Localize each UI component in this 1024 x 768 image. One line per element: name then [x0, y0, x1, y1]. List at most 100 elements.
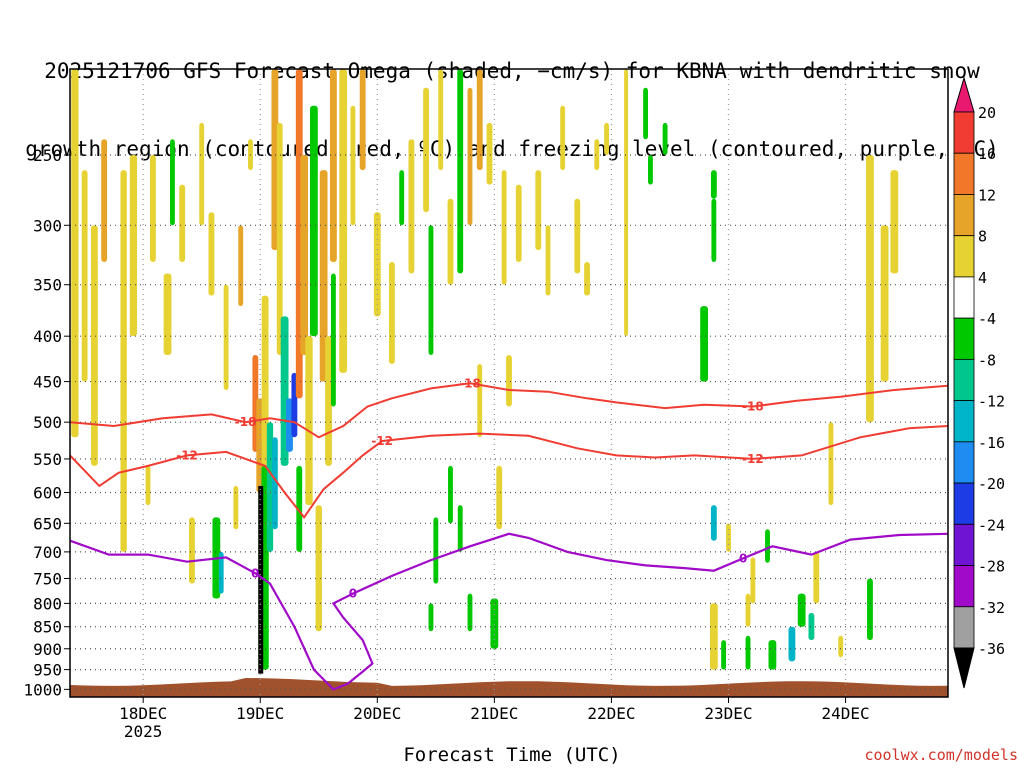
- colorbar: 20 16 12 8 4 -4 -8 -12 -16 -20 -24 -28 -32 -36: [953, 76, 1005, 689]
- omega-cell: [208, 212, 215, 296]
- omega-cell: [828, 422, 834, 506]
- omega-cell: [81, 170, 88, 382]
- omega-cell: [433, 517, 439, 584]
- omega-cell: [408, 139, 415, 274]
- omega-cell: [447, 198, 454, 285]
- colorbar-label: 20: [978, 104, 996, 122]
- dgz-contour-minus12-label: -12: [176, 448, 198, 462]
- omega-cell: [745, 593, 751, 627]
- omega-cell: [574, 198, 581, 274]
- freezing-level-contour-label: 0: [349, 587, 357, 601]
- y-tick-label: 950: [33, 661, 62, 680]
- omega-cell: [467, 87, 473, 226]
- y-tick-label: 400: [33, 327, 62, 346]
- omega-cell: [389, 262, 395, 365]
- omega-cell: [726, 523, 731, 552]
- omega-shading: [71, 69, 899, 674]
- omega-cell: [711, 198, 717, 263]
- omega-cell: [604, 122, 609, 156]
- dgz-contour-minus18-label: -18: [235, 415, 257, 429]
- y-tick-label: 500: [33, 413, 62, 432]
- omega-cell: [428, 225, 434, 355]
- omega-cell: [296, 465, 303, 552]
- x-axis-title: Forecast Time (UTC): [403, 744, 621, 766]
- omega-cell: [467, 593, 473, 632]
- omega-cell: [359, 69, 366, 171]
- omega-cell: [238, 225, 244, 307]
- omega-cell: [867, 578, 873, 641]
- omega-cell: [179, 184, 186, 263]
- omega-cell: [838, 635, 844, 658]
- omega-cell: [305, 336, 313, 506]
- omega-cell: [189, 517, 195, 584]
- colorbar-band: [953, 152, 975, 195]
- omega-cell: [584, 262, 590, 296]
- omega-cell: [223, 284, 229, 391]
- dgz-contour-minus18-label: -18: [459, 376, 481, 390]
- omega-cell: [457, 505, 463, 552]
- omega-cell: [399, 170, 405, 226]
- omega-cell: [866, 155, 874, 423]
- dgz-contour-minus18-label: -18: [742, 399, 764, 413]
- omega-cell: [788, 626, 796, 662]
- omega-cell: [330, 273, 336, 407]
- colorbar-band: [953, 523, 975, 566]
- omega-cell: [329, 69, 337, 263]
- colorbar-label: -24: [978, 516, 1005, 534]
- y-tick-label: 700: [33, 543, 62, 562]
- colorbar-label: -16: [978, 434, 1005, 452]
- omega-cell: [300, 155, 309, 355]
- omega-cell: [515, 184, 522, 263]
- colorbar-band: [953, 194, 975, 237]
- x-tick-sublabel: 2025: [124, 722, 163, 741]
- y-tick-label: 850: [33, 618, 62, 637]
- credit-link[interactable]: coolwx.com/models: [864, 746, 1018, 764]
- omega-cell: [709, 603, 718, 670]
- omega-cell: [90, 225, 98, 466]
- dgz-contour-minus18: [69, 382, 949, 439]
- omega-cell: [163, 273, 172, 355]
- omega-cell: [149, 155, 156, 263]
- colorbar-band: [953, 565, 975, 608]
- x-tick-label: 19DEC: [236, 704, 284, 723]
- y-tick-label: 350: [33, 276, 62, 295]
- omega-cell: [438, 69, 444, 171]
- omega-cell: [169, 139, 175, 226]
- omega-cell: [560, 105, 566, 171]
- colorbar-label: -12: [978, 393, 1005, 411]
- omega-cell: [199, 122, 205, 226]
- omega-cell: [643, 87, 649, 140]
- colorbar-band: [953, 358, 975, 402]
- colorbar-label: 8: [978, 228, 987, 246]
- colorbar-label: -8: [978, 351, 996, 369]
- omega-cell: [271, 437, 278, 530]
- omega-cell: [129, 155, 138, 337]
- omega-cell: [233, 485, 239, 530]
- omega-cell: [501, 170, 507, 285]
- omega-cell: [710, 170, 717, 199]
- omega-cell: [101, 139, 108, 263]
- colorbar-bottom-arrow: [953, 647, 975, 689]
- omega-cell: [662, 122, 668, 156]
- omega-cell: [477, 364, 483, 438]
- omega-cell: [218, 551, 224, 594]
- omega-cell: [325, 336, 332, 466]
- omega-cell: [486, 122, 493, 185]
- omega-cell: [768, 640, 777, 670]
- colorbar-label: 12: [978, 186, 996, 204]
- colorbar-top-arrow: [953, 76, 975, 113]
- x-tick-label: 23DEC: [704, 704, 752, 723]
- omega-cell: [350, 105, 356, 226]
- omega-cell: [476, 69, 483, 171]
- colorbar-band: [953, 400, 975, 443]
- omega-cell: [309, 105, 318, 337]
- omega-cell: [145, 465, 151, 506]
- omega-cell: [813, 551, 820, 604]
- colorbar-band: [953, 235, 975, 278]
- omega-cell: [423, 87, 430, 213]
- omega-cell: [797, 593, 806, 627]
- x-tick-label: 21DEC: [470, 704, 518, 723]
- omega-cell: [120, 170, 127, 552]
- omega-cell: [286, 398, 293, 452]
- omega-cell: [545, 225, 551, 296]
